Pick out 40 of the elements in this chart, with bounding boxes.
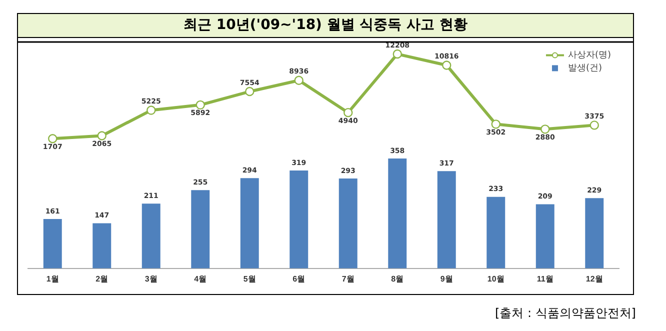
point bbox=[491, 120, 500, 129]
x-tick-label: 11월 bbox=[536, 274, 554, 284]
x-tick-label: 8월 bbox=[391, 274, 404, 284]
point bbox=[590, 120, 599, 130]
x-tick-label: 9월 bbox=[440, 274, 453, 284]
x-tick-label: 4월 bbox=[194, 274, 207, 284]
point bbox=[294, 76, 304, 85]
x-tick-label: 3월 bbox=[144, 274, 158, 284]
bar bbox=[338, 178, 358, 268]
bar bbox=[240, 178, 259, 268]
bar bbox=[388, 158, 407, 268]
point bbox=[146, 106, 156, 115]
x-tick-label: 7월 bbox=[342, 274, 354, 284]
x-tick-label: 12월 bbox=[586, 274, 603, 284]
bar bbox=[92, 223, 112, 268]
bar bbox=[43, 218, 62, 268]
x-tick-label: 10월 bbox=[487, 274, 504, 284]
point bbox=[442, 60, 452, 70]
point bbox=[97, 131, 106, 140]
bar bbox=[437, 171, 456, 268]
x-tick-label: 5월 bbox=[243, 274, 256, 284]
text: [출처 : 식품의약품안전처] bbox=[494, 305, 636, 322]
point bbox=[344, 108, 353, 118]
chart-title: 최근 10년('09~'18) 월별 식중독 사고 현황 bbox=[17, 13, 634, 38]
point bbox=[392, 49, 402, 59]
legend-label: 사상자(명) bbox=[568, 50, 612, 61]
point bbox=[245, 86, 254, 96]
x-tick-label: 2월 bbox=[96, 274, 108, 284]
bar bbox=[290, 170, 308, 268]
point bbox=[196, 100, 205, 110]
legend-label: 발생(건) bbox=[568, 64, 602, 74]
bar bbox=[142, 204, 160, 268]
x-tick-label: 6월 bbox=[292, 274, 306, 284]
point bbox=[48, 134, 58, 144]
bar bbox=[486, 196, 506, 268]
bar bbox=[585, 198, 604, 268]
point bbox=[540, 124, 550, 134]
bar bbox=[536, 204, 554, 268]
x-tick-label: 1월 bbox=[46, 274, 59, 284]
bar bbox=[191, 190, 210, 268]
